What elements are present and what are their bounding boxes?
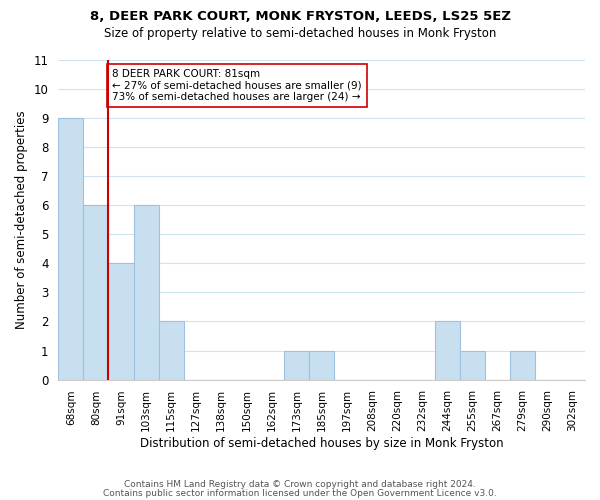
Bar: [58, 118, 83, 380]
Y-axis label: Number of semi-detached properties: Number of semi-detached properties: [15, 110, 28, 329]
Text: Contains HM Land Registry data © Crown copyright and database right 2024.: Contains HM Land Registry data © Crown c…: [124, 480, 476, 489]
Bar: [284, 350, 309, 380]
Text: Contains public sector information licensed under the Open Government Licence v3: Contains public sector information licen…: [103, 490, 497, 498]
Bar: [434, 322, 460, 380]
Bar: [510, 350, 535, 380]
X-axis label: Distribution of semi-detached houses by size in Monk Fryston: Distribution of semi-detached houses by …: [140, 437, 503, 450]
Bar: [109, 264, 134, 380]
Bar: [460, 350, 485, 380]
Text: 8, DEER PARK COURT, MONK FRYSTON, LEEDS, LS25 5EZ: 8, DEER PARK COURT, MONK FRYSTON, LEEDS,…: [89, 10, 511, 23]
Text: Size of property relative to semi-detached houses in Monk Fryston: Size of property relative to semi-detach…: [104, 28, 496, 40]
Text: 8 DEER PARK COURT: 81sqm
← 27% of semi-detached houses are smaller (9)
73% of se: 8 DEER PARK COURT: 81sqm ← 27% of semi-d…: [112, 68, 362, 102]
Bar: [309, 350, 334, 380]
Bar: [134, 206, 158, 380]
Bar: [158, 322, 184, 380]
Bar: [83, 206, 109, 380]
